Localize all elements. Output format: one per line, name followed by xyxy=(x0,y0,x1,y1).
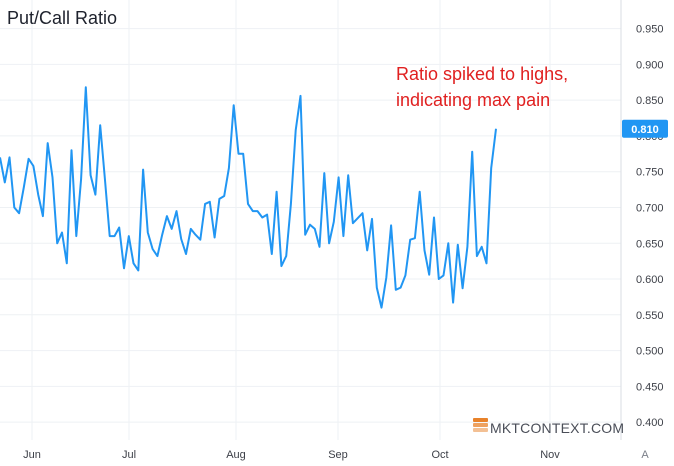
y-tick-label: 0.900 xyxy=(636,59,664,71)
y-tick-label: 0.850 xyxy=(636,95,664,107)
last-value-text: 0.810 xyxy=(631,124,659,136)
x-tick-label: Jul xyxy=(122,449,136,461)
x-tick-label: Sep xyxy=(328,449,348,461)
chart-grid xyxy=(0,0,621,440)
x-tick-label: Oct xyxy=(431,449,448,461)
y-axis-labels: 0.400 0.450 0.500 0.550 0.600 0.650 0.700 0.750… xyxy=(636,24,664,429)
x-tick-label: Jun xyxy=(23,449,41,461)
y-tick-label: 0.650 xyxy=(636,238,664,250)
chart-title: Put/Call Ratio xyxy=(7,8,117,28)
auto-scale-button[interactable]: A xyxy=(641,449,649,461)
annotation-line-2: indicating max pain xyxy=(396,90,550,110)
last-value-label: 0.810 xyxy=(622,119,668,138)
y-tick-label: 0.400 xyxy=(636,417,664,429)
x-axis-labels: Jun Jul Aug Sep Oct Nov xyxy=(23,449,560,461)
x-tick-label: Aug xyxy=(226,449,246,461)
x-tick-label: Nov xyxy=(540,449,560,461)
watermark: MKTCONTEXT.COM xyxy=(473,418,624,436)
y-tick-label: 0.500 xyxy=(636,346,664,358)
y-tick-label: 0.600 xyxy=(636,274,664,286)
y-tick-label: 0.750 xyxy=(636,167,664,179)
y-tick-label: 0.950 xyxy=(636,24,664,36)
y-tick-label: 0.700 xyxy=(636,202,664,214)
watermark-logo-icon xyxy=(473,418,488,432)
y-tick-label: 0.450 xyxy=(636,381,664,393)
series-line xyxy=(0,86,497,309)
annotation-line-1: Ratio spiked to highs, xyxy=(396,64,568,84)
y-tick-label: 0.550 xyxy=(636,310,664,322)
watermark-text: MKTCONTEXT.COM xyxy=(490,420,624,436)
